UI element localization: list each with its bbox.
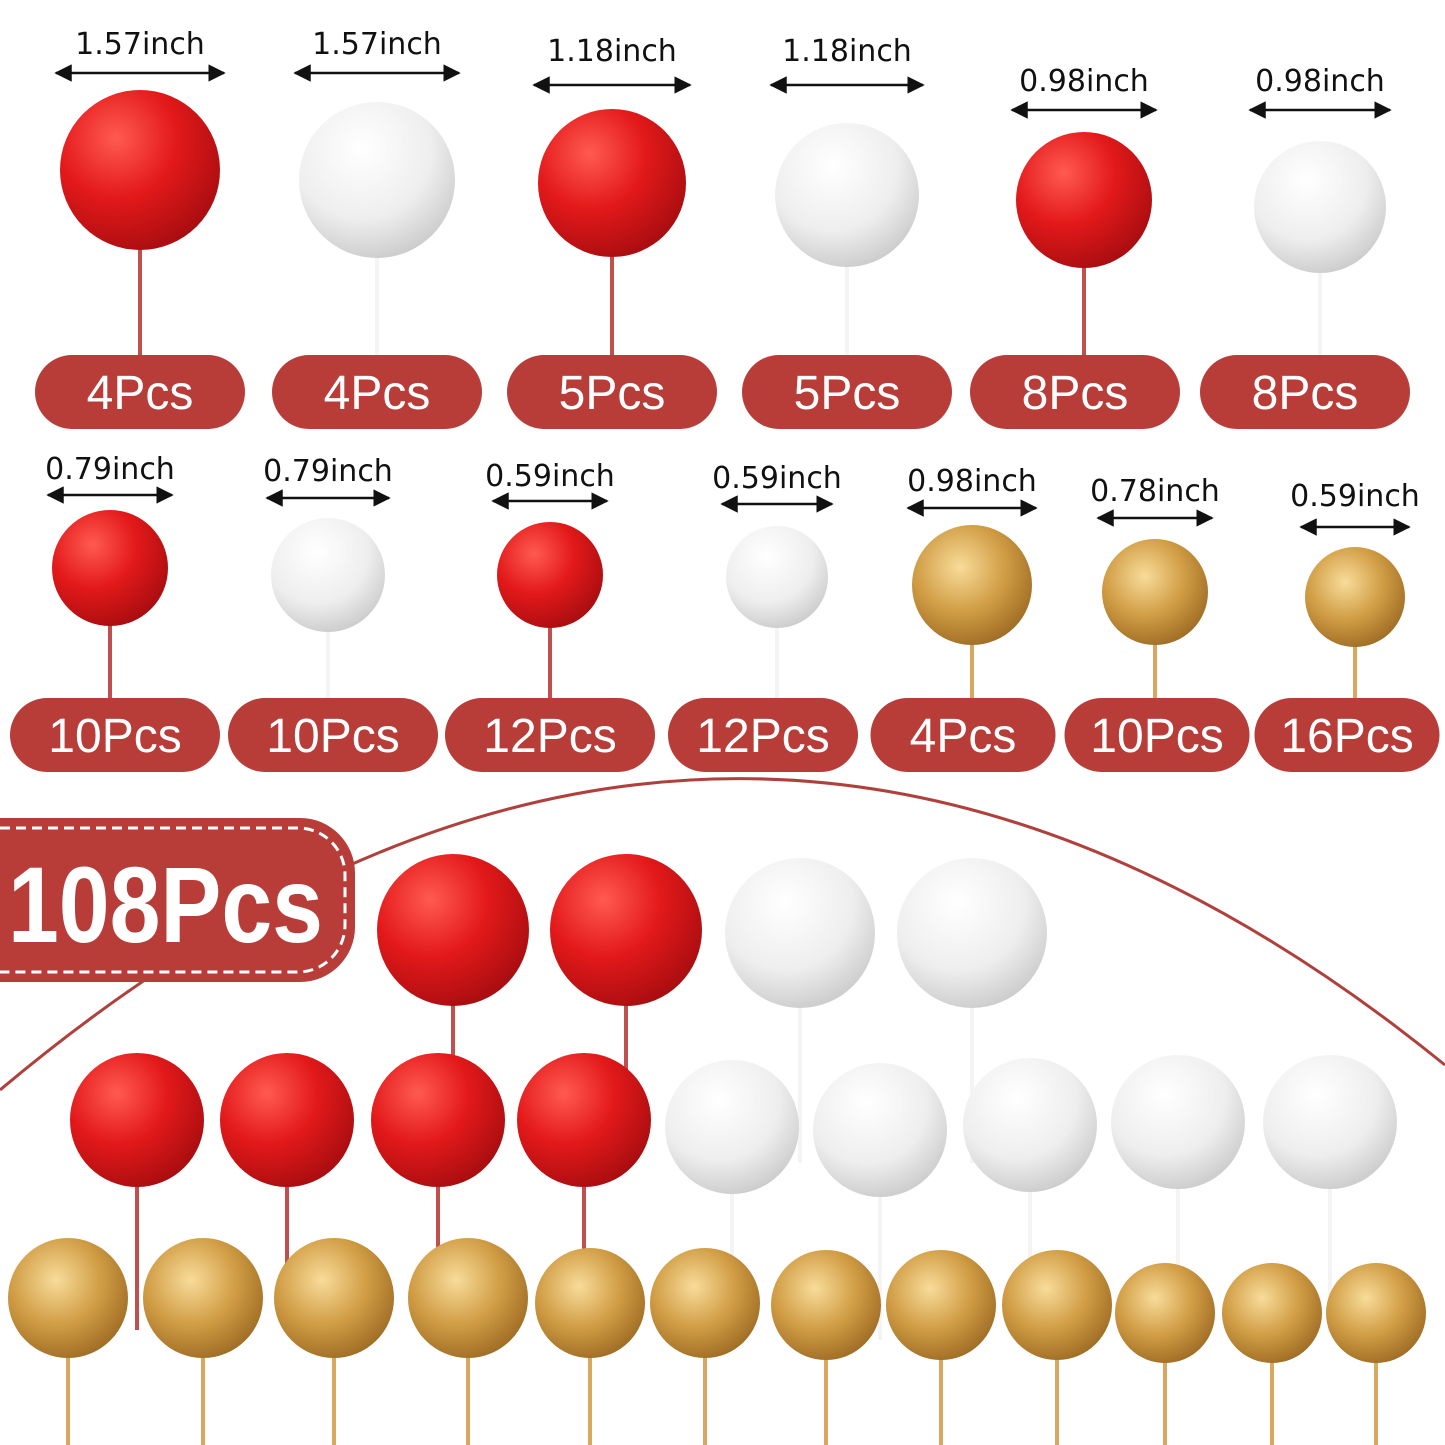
product-variant: 0.98inch 8Pcs <box>1200 64 1410 429</box>
count-label: 5Pcs <box>559 367 666 420</box>
count-pill <box>445 698 655 772</box>
count-pill <box>10 698 220 772</box>
size-label: 0.98inch <box>1019 64 1149 99</box>
count-label: 10Pcs <box>48 710 181 763</box>
count-label: 16Pcs <box>1280 710 1413 763</box>
white-ball <box>726 526 828 628</box>
product-variant: 1.18inch 5Pcs <box>742 34 952 429</box>
red-ball <box>52 510 168 626</box>
total-badge: 108Pcs <box>0 818 355 982</box>
count-label: 12Pcs <box>696 710 829 763</box>
gold-ball <box>1222 1263 1322 1363</box>
size-label: 1.18inch <box>547 34 677 69</box>
red-ball <box>220 1053 354 1187</box>
gold-ball <box>912 525 1032 645</box>
count-pill <box>1200 355 1410 429</box>
product-variant: 0.59inch 12Pcs <box>445 459 655 772</box>
gold-ball <box>1115 1263 1215 1363</box>
gold-ball <box>274 1238 394 1358</box>
gold-ball <box>8 1238 128 1358</box>
count-pill <box>742 355 952 429</box>
count-pill <box>507 355 717 429</box>
size-label: 1.57inch <box>312 27 442 62</box>
ball-collection <box>8 854 1426 1445</box>
red-ball <box>70 1053 204 1187</box>
count-label: 12Pcs <box>483 710 616 763</box>
product-variant: 0.98inch 4Pcs <box>870 464 1056 772</box>
product-variant: 1.18inch 5Pcs <box>507 34 717 429</box>
red-ball <box>538 109 686 257</box>
count-pill <box>668 698 858 772</box>
product-variant: 0.59inch 12Pcs <box>668 461 858 772</box>
white-ball <box>271 518 385 632</box>
size-label: 1.18inch <box>782 34 912 69</box>
count-pill <box>1254 698 1440 772</box>
white-ball <box>299 102 455 258</box>
red-ball <box>377 854 529 1006</box>
size-label: 1.57inch <box>75 27 205 62</box>
size-label: 0.78inch <box>1090 474 1220 509</box>
white-ball <box>725 858 875 1008</box>
count-label: 10Pcs <box>266 710 399 763</box>
product-variant: 0.78inch 10Pcs <box>1064 474 1250 772</box>
size-label: 0.79inch <box>263 454 393 489</box>
count-pill <box>970 355 1180 429</box>
red-ball <box>60 90 220 250</box>
count-pill <box>35 355 245 429</box>
product-variant: 0.98inch 8Pcs <box>970 64 1180 429</box>
size-label: 0.59inch <box>1290 479 1420 514</box>
white-ball <box>897 858 1047 1008</box>
size-label: 0.98inch <box>1255 64 1385 99</box>
product-variant: 0.59inch 16Pcs <box>1254 479 1440 772</box>
white-ball <box>775 123 919 267</box>
count-label: 4Pcs <box>910 710 1017 763</box>
gold-ball <box>535 1248 645 1358</box>
gold-ball <box>650 1248 760 1358</box>
product-variant: 1.57inch 4Pcs <box>272 27 482 429</box>
gold-ball <box>1002 1250 1112 1360</box>
gold-ball <box>886 1250 996 1360</box>
count-label: 10Pcs <box>1090 710 1223 763</box>
product-variant: 1.57inch 4Pcs <box>35 27 245 429</box>
white-ball <box>665 1060 799 1194</box>
gold-ball <box>771 1250 881 1360</box>
count-label: 8Pcs <box>1022 367 1129 420</box>
red-ball <box>517 1053 651 1187</box>
red-ball <box>371 1053 505 1187</box>
gold-ball <box>143 1238 263 1358</box>
white-ball <box>963 1058 1097 1192</box>
white-ball <box>1111 1055 1245 1189</box>
count-pill <box>228 698 438 772</box>
gold-ball <box>408 1238 528 1358</box>
size-label: 0.79inch <box>45 452 175 487</box>
size-label: 0.98inch <box>907 464 1037 499</box>
size-label: 0.59inch <box>712 461 842 496</box>
size-label: 0.59inch <box>485 459 615 494</box>
gold-ball <box>1305 547 1405 647</box>
gold-ball <box>1102 539 1208 645</box>
red-ball <box>1016 132 1152 268</box>
white-ball <box>1263 1055 1397 1189</box>
product-variant: 0.79inch 10Pcs <box>228 454 438 772</box>
white-ball <box>1254 141 1386 273</box>
count-pill <box>1064 698 1250 772</box>
count-label: 4Pcs <box>324 367 431 420</box>
total-count: 108Pcs <box>8 844 323 965</box>
count-pill <box>870 698 1056 772</box>
red-ball <box>497 522 603 628</box>
gold-ball <box>1326 1263 1426 1363</box>
count-pill <box>272 355 482 429</box>
product-variant: 0.79inch 10Pcs <box>10 452 220 772</box>
red-ball <box>550 854 702 1006</box>
count-label: 8Pcs <box>1252 367 1359 420</box>
count-label: 5Pcs <box>794 367 901 420</box>
count-label: 4Pcs <box>87 367 194 420</box>
white-ball <box>813 1063 947 1197</box>
